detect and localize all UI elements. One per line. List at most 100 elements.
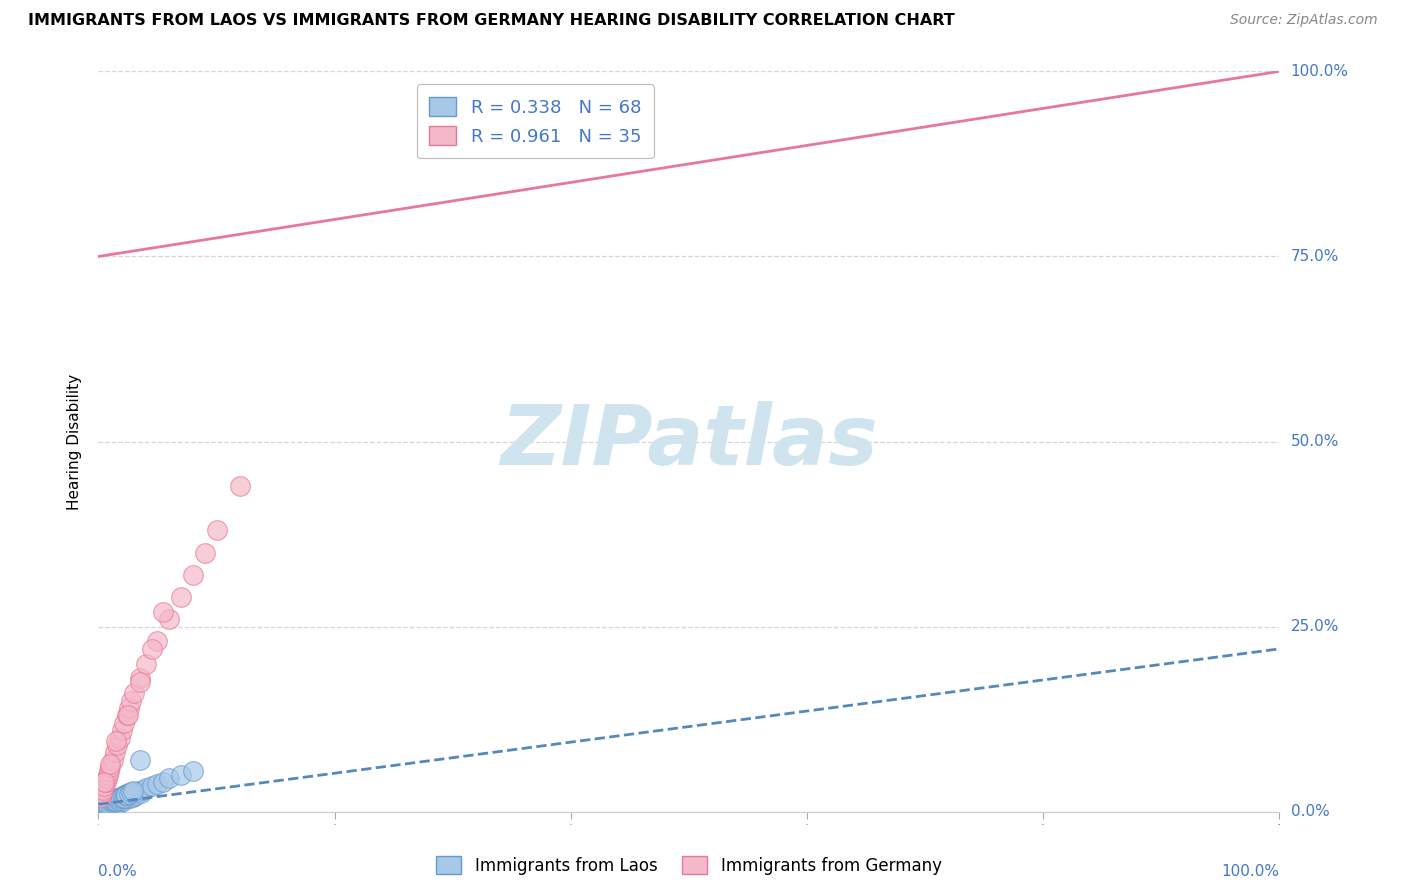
Point <box>128 672 150 686</box>
Point <box>94 794 117 808</box>
Point <box>129 786 152 800</box>
Legend: Immigrants from Laos, Immigrants from Germany: Immigrants from Laos, Immigrants from Ge… <box>426 847 952 885</box>
Point <box>181 567 204 582</box>
Point <box>98 764 121 778</box>
Point <box>132 782 155 797</box>
Point <box>97 798 120 813</box>
Point <box>100 797 122 812</box>
Text: 100.0%: 100.0% <box>1291 64 1348 78</box>
Point <box>98 756 121 771</box>
Point <box>90 801 112 815</box>
Point <box>105 791 128 805</box>
Point <box>93 775 115 789</box>
Text: IMMIGRANTS FROM LAOS VS IMMIGRANTS FROM GERMANY HEARING DISABILITY CORRELATION C: IMMIGRANTS FROM LAOS VS IMMIGRANTS FROM … <box>28 13 955 29</box>
Point <box>101 794 124 808</box>
Point <box>121 789 143 804</box>
Point <box>104 794 127 808</box>
Point <box>121 694 143 708</box>
Point <box>170 590 193 604</box>
Text: 100.0%: 100.0% <box>1222 863 1279 879</box>
Point <box>105 738 128 752</box>
Point <box>115 788 138 802</box>
Point <box>128 784 150 798</box>
Point <box>104 796 127 810</box>
Point <box>105 794 128 808</box>
Point <box>170 767 193 781</box>
Point <box>111 723 134 738</box>
Point <box>96 797 118 812</box>
Point <box>98 760 121 774</box>
Point <box>103 794 125 808</box>
Point <box>93 798 115 813</box>
Point <box>110 790 132 805</box>
Point <box>108 731 131 745</box>
Point <box>135 657 157 671</box>
Point <box>194 546 217 560</box>
Point <box>90 801 112 815</box>
Point <box>112 715 135 730</box>
Point <box>91 797 114 812</box>
Point <box>93 779 115 793</box>
Text: 0.0%: 0.0% <box>98 863 138 879</box>
Point <box>89 803 111 817</box>
Point <box>94 797 117 812</box>
Point <box>101 795 124 809</box>
Point <box>118 789 141 804</box>
Point <box>114 789 136 803</box>
Point <box>98 797 121 811</box>
Point <box>108 794 131 808</box>
Point <box>94 796 117 810</box>
Point <box>205 524 228 538</box>
Text: 75.0%: 75.0% <box>1291 249 1339 264</box>
Point <box>128 675 150 690</box>
Point <box>111 789 134 804</box>
Text: 25.0%: 25.0% <box>1291 619 1339 634</box>
Point <box>117 708 139 723</box>
Point <box>122 784 145 798</box>
Text: 0.0%: 0.0% <box>1291 805 1329 819</box>
Point <box>112 790 135 805</box>
Point <box>89 802 111 816</box>
Point <box>117 787 139 801</box>
Point <box>120 791 142 805</box>
Point <box>112 789 135 803</box>
Point <box>117 786 139 800</box>
Point <box>103 793 125 807</box>
Point <box>103 793 125 807</box>
Point <box>96 797 118 812</box>
Point <box>122 786 145 800</box>
Point <box>98 794 121 808</box>
Point <box>91 786 114 800</box>
Point <box>101 753 124 767</box>
Point <box>97 798 120 813</box>
Point <box>91 782 114 797</box>
Point <box>110 791 132 805</box>
Point <box>118 701 141 715</box>
Point <box>110 789 132 804</box>
Point <box>98 796 121 810</box>
Y-axis label: Hearing Disability: Hearing Disability <box>67 374 83 509</box>
Point <box>96 772 118 786</box>
Point <box>122 686 145 700</box>
Point <box>107 791 129 805</box>
Point <box>100 795 122 809</box>
Point <box>157 772 180 786</box>
Point <box>104 746 127 760</box>
Point <box>112 794 135 808</box>
Point <box>107 797 129 812</box>
Point <box>91 798 114 813</box>
Point <box>105 792 128 806</box>
Text: ZIPatlas: ZIPatlas <box>501 401 877 482</box>
Point <box>152 605 174 619</box>
Point <box>114 791 136 805</box>
Point <box>91 799 114 814</box>
Point <box>146 634 169 648</box>
Point <box>94 775 117 789</box>
Point <box>93 796 115 810</box>
Point <box>97 767 120 781</box>
Point <box>115 708 138 723</box>
Point <box>229 479 252 493</box>
Point <box>105 734 128 748</box>
Point <box>121 789 143 803</box>
Point <box>115 789 138 804</box>
